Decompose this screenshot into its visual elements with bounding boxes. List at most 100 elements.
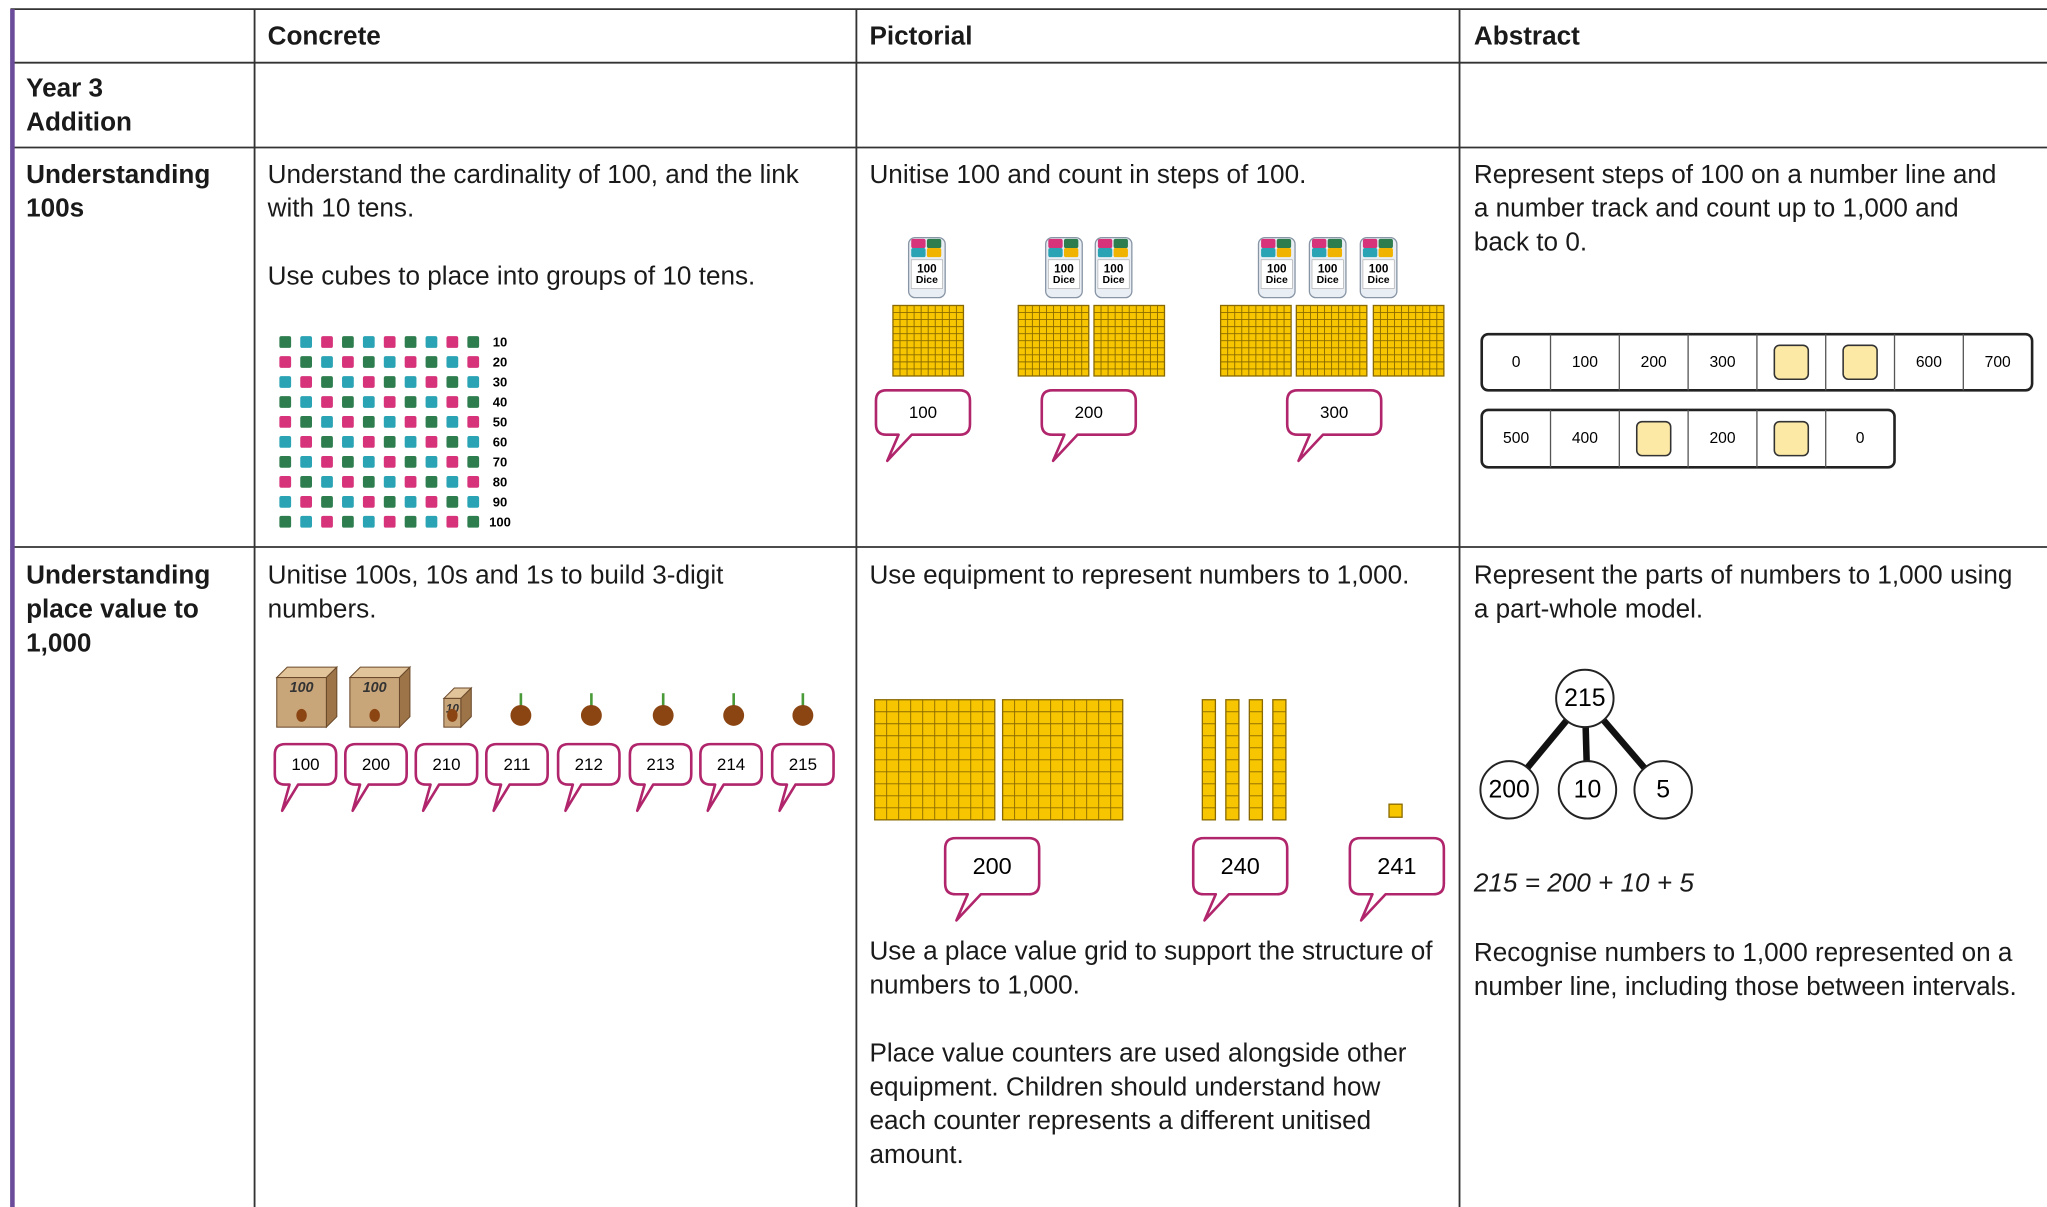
cube bbox=[404, 436, 417, 448]
track-number: 200 bbox=[1709, 430, 1735, 447]
cube bbox=[321, 336, 333, 348]
speech-bubble bbox=[414, 742, 479, 813]
row-label: Understanding 100s bbox=[26, 158, 210, 226]
speech-bubble bbox=[343, 742, 408, 813]
bubble-label: 241 bbox=[1377, 853, 1416, 879]
track-number: 100 bbox=[1572, 354, 1598, 371]
jar-label-bg bbox=[910, 259, 943, 289]
cube bbox=[425, 396, 438, 408]
cube bbox=[362, 436, 375, 448]
speech-bubble bbox=[943, 836, 1041, 922]
jar-label: 100 bbox=[1054, 262, 1074, 275]
cube bbox=[383, 356, 396, 368]
cube bbox=[404, 515, 417, 528]
cube bbox=[300, 495, 313, 508]
dice bbox=[1048, 248, 1063, 258]
pictorial-text: Use equipment to represent numbers to 1,… bbox=[869, 559, 1417, 593]
bubble-label: 200 bbox=[362, 755, 390, 774]
dice bbox=[1327, 238, 1343, 249]
cube bbox=[446, 336, 459, 348]
dice bbox=[1261, 238, 1276, 249]
cube bbox=[446, 376, 459, 388]
cube bbox=[342, 495, 354, 508]
jar-label: Dice bbox=[1103, 275, 1125, 286]
cube bbox=[467, 356, 480, 368]
bubble-label: 300 bbox=[1320, 403, 1348, 422]
jar-label-bg bbox=[1311, 259, 1344, 289]
dice bbox=[1063, 238, 1079, 249]
label-line: Understanding bbox=[26, 561, 211, 591]
track-number: 500 bbox=[1503, 430, 1529, 447]
cube bbox=[467, 336, 480, 348]
speech-bubble bbox=[273, 742, 338, 813]
cube bbox=[467, 396, 480, 408]
dice bbox=[1261, 248, 1276, 258]
part-value: 10 bbox=[1574, 776, 1602, 803]
paragraph: Concrete bbox=[267, 22, 381, 51]
cube bbox=[279, 416, 292, 428]
cube bbox=[279, 436, 292, 448]
paragraph: Represent the parts of numbers to 1,000 … bbox=[1473, 561, 2013, 625]
speech-bubble bbox=[699, 742, 764, 813]
equation: 215 = 200 + 10 + 5 bbox=[1474, 867, 2022, 901]
bubble-label: 210 bbox=[432, 755, 460, 774]
pictorial-text: Unitise 100 and count in steps of 100. bbox=[869, 158, 1443, 192]
abstract-text: Represent steps of 100 on a number line … bbox=[1474, 158, 2016, 260]
bubble-label: 211 bbox=[503, 755, 530, 774]
cube bbox=[321, 436, 333, 448]
blank-box bbox=[1773, 420, 1810, 457]
dice bbox=[1097, 248, 1113, 258]
column-header: Concrete bbox=[268, 20, 842, 54]
cube bbox=[300, 456, 313, 468]
jar-label: 100 bbox=[1267, 262, 1287, 275]
dice bbox=[1276, 238, 1292, 249]
cube bbox=[425, 436, 438, 448]
dice bbox=[1048, 238, 1063, 249]
dice bbox=[1378, 238, 1393, 249]
bubble-label: 213 bbox=[646, 755, 674, 774]
cube bbox=[342, 436, 354, 448]
cube bbox=[404, 475, 417, 488]
cube bbox=[300, 475, 313, 488]
whole-value: 215 bbox=[1564, 685, 1605, 712]
cube bbox=[362, 336, 375, 348]
cube bbox=[404, 376, 417, 388]
paragraph: Use a place value grid to support the st… bbox=[869, 937, 1433, 1000]
cube bbox=[446, 396, 459, 408]
blank-box bbox=[1635, 420, 1672, 457]
cube bbox=[404, 495, 417, 508]
cube bbox=[404, 356, 417, 368]
cube-row-label: 80 bbox=[493, 474, 508, 489]
dice bbox=[1378, 248, 1393, 258]
cube bbox=[342, 456, 354, 468]
dice bbox=[1097, 238, 1113, 249]
dice bbox=[1312, 238, 1327, 249]
cube bbox=[446, 456, 459, 468]
cube bbox=[425, 336, 438, 348]
cube bbox=[467, 456, 480, 468]
cube bbox=[467, 495, 480, 508]
cube-row-label: 60 bbox=[493, 434, 508, 449]
cube bbox=[342, 515, 354, 528]
cube bbox=[425, 416, 438, 428]
dice bbox=[1063, 248, 1079, 258]
onion bbox=[652, 704, 674, 726]
onion bbox=[296, 708, 307, 722]
part-circle bbox=[1633, 760, 1693, 820]
cube bbox=[362, 356, 375, 368]
whole-circle bbox=[1555, 668, 1615, 729]
paragraph: Use equipment to represent numbers to 1,… bbox=[869, 561, 1410, 591]
jar-label: Dice bbox=[1317, 275, 1339, 286]
jar-label: Dice bbox=[1368, 275, 1390, 286]
pictorial-text: Use a place value grid to support the st… bbox=[869, 935, 1437, 1173]
label-line: Addition bbox=[26, 108, 132, 138]
cube bbox=[425, 515, 438, 528]
jar-label: 100 bbox=[1369, 262, 1389, 275]
track-number: 200 bbox=[1641, 354, 1667, 371]
paragraph: Represent steps of 100 on a number line … bbox=[1473, 160, 1997, 258]
cube bbox=[321, 515, 333, 528]
cube bbox=[279, 376, 292, 388]
part-circle bbox=[1479, 760, 1539, 820]
